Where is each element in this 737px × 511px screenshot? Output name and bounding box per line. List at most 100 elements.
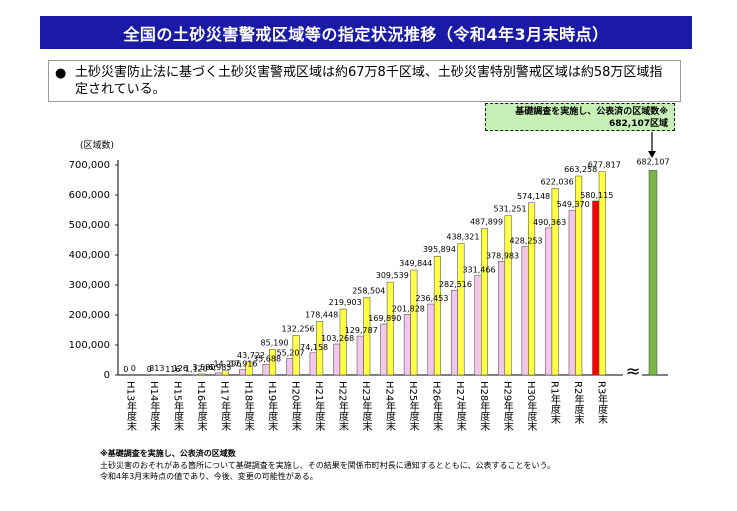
x-tick-label: R3年度末: [596, 381, 608, 425]
x-tick-label: H27年度末: [454, 381, 466, 432]
x-tick-label: R1年度末: [548, 381, 560, 425]
data-label-warning: 85,190: [261, 338, 289, 347]
data-label-warning: 531,251: [494, 205, 527, 214]
bar-warning-area: [598, 171, 606, 376]
data-label-special: 74,158: [300, 343, 328, 352]
data-label-warning: 438,321: [446, 233, 479, 242]
y-tick-label: 500,000: [69, 220, 110, 231]
data-label-special: 55,207: [277, 348, 305, 357]
data-label-special: 331,466: [462, 266, 495, 275]
x-tick-label: H25年度末: [407, 381, 419, 432]
x-tick-label: H29年度末: [501, 381, 513, 432]
bar-special-warning-area: [309, 352, 317, 376]
x-tick-label: H23年度末: [360, 381, 372, 432]
bar-special-warning-area: [545, 227, 553, 376]
bar-special-warning-area: [592, 200, 600, 376]
footnote-title: ※基礎調査を実施し、公表済の区域数: [100, 449, 236, 458]
data-label-special: 169,890: [368, 314, 401, 323]
summary-text: 土砂災害防止法に基づく土砂災害警戒区域は約67万8千区域、土砂災害特別警戒区域は…: [75, 65, 663, 97]
data-label-warning: 813: [149, 364, 164, 373]
data-label-warning: 622,036: [541, 177, 574, 186]
bar-warning-area: [269, 349, 277, 376]
data-label-special: 549,370: [557, 200, 590, 209]
bar-warning-area: [221, 370, 229, 376]
data-label-special: 35,688: [253, 354, 281, 363]
data-label-special: 236,453: [415, 294, 448, 303]
data-label-published-total: 682,107: [636, 157, 669, 166]
data-label-warning: 132,256: [282, 324, 315, 333]
data-label-warning: 126: [173, 364, 188, 373]
data-label-warning: 43,722: [237, 351, 265, 360]
footnotes: ※基礎調査を実施し、公表済の区域数 土砂災害のおそれがある箇所について基礎調査を…: [100, 448, 555, 483]
bar-warning-area: [410, 269, 418, 376]
bar-special-warning-area: [333, 343, 341, 376]
data-label-special: 378,983: [486, 251, 519, 260]
data-label-warning: 258,504: [352, 286, 385, 295]
bar-warning-area: [551, 188, 559, 376]
bar-special-warning-area: [450, 289, 458, 376]
bar-special-warning-area: [356, 335, 364, 376]
data-label-special: 6,983: [208, 363, 231, 372]
data-label-warning: 219,903: [329, 298, 362, 307]
x-tick-label: H24年度末: [384, 381, 396, 432]
data-label-warning: 395,894: [423, 245, 456, 254]
data-label-special: 116: [165, 365, 180, 374]
data-label-warning: 574,148: [517, 192, 550, 201]
x-tick-label: H14年度末: [148, 381, 160, 432]
bar-special-warning-area: [521, 246, 529, 376]
bar-special-warning-area: [215, 372, 223, 376]
bar-special-warning-area: [568, 209, 576, 376]
axis-break-icon: ≈: [625, 361, 640, 382]
data-label-warning: 14,296: [213, 360, 241, 369]
y-tick-label: 100,000: [69, 340, 110, 351]
data-label-warning: 349,844: [399, 259, 432, 268]
callout-arrow-icon: [648, 151, 656, 158]
bar-warning-area: [575, 175, 583, 376]
bar-special-warning-area: [427, 303, 435, 376]
footnote-line1: 土砂災害のおそれがある箇所について基礎調査を実施し、その結果を関係市町村長に通知…: [100, 460, 556, 470]
x-tick-label: H30年度末: [525, 381, 537, 432]
x-tick-label: H18年度末: [242, 381, 254, 432]
data-label-warning: 487,899: [470, 218, 503, 227]
data-label-warning: 3,580: [192, 363, 215, 372]
data-label-special: 129,787: [345, 326, 378, 335]
bar-warning-area: [198, 373, 206, 376]
bar-warning-area: [433, 255, 441, 376]
data-label-special: 490,363: [533, 218, 566, 227]
y-tick-label: 300,000: [69, 280, 110, 291]
data-label-special: 103,268: [321, 334, 354, 343]
data-label-special: 282,516: [439, 280, 472, 289]
data-label-warning: 178,448: [305, 310, 338, 319]
bar-special-warning-area: [239, 369, 246, 376]
y-tick-label: 600,000: [69, 190, 110, 201]
data-label-warning: 663,258: [564, 165, 597, 174]
y-tick-label: 200,000: [69, 310, 110, 321]
bar-special-warning-area: [403, 314, 411, 376]
data-label-warning: 677,817: [588, 161, 621, 170]
bar-special-warning-area: [286, 358, 294, 376]
x-tick-label: H21年度末: [313, 381, 325, 432]
data-label-warning: 0: [131, 364, 136, 373]
bar-special-warning-area: [498, 261, 506, 376]
x-tick-label: R2年度末: [572, 381, 584, 425]
x-tick-label: H20年度末: [289, 381, 301, 432]
callout-box: 基礎調査を実施し、公表済の区域数※ 682,107区域: [485, 103, 675, 131]
bar-warning-area: [504, 215, 512, 376]
data-label-warning: 309,539: [376, 271, 409, 280]
data-label-special: 0: [147, 365, 152, 374]
y-tick-label: 400,000: [69, 250, 110, 261]
data-label-special: 580,115: [580, 191, 613, 200]
callout-line2: 682,107区域: [609, 119, 668, 129]
x-tick-label: H17年度末: [219, 381, 231, 432]
page-title: 全国の土砂災害警戒区域等の指定状況推移（令和4年3月末時点）: [40, 16, 692, 49]
footnote-line2: 令和4年3月末時点の値であり、今後、変更の可能性がある。: [100, 472, 318, 481]
summary-box: ● 土砂災害防止法に基づく土砂災害警戒区域は約67万8千区域、土砂災害特別警戒区…: [48, 60, 681, 102]
bar-warning-area: [339, 308, 347, 376]
bar-special-warning-area: [262, 364, 270, 376]
bar-special-warning-area: [380, 323, 388, 376]
x-tick-label: H13年度末: [125, 381, 137, 432]
y-axis-label: (区域数): [80, 139, 114, 151]
callout-line1: 基礎調査を実施し、公表済の区域数※: [515, 107, 668, 117]
bar-special-warning-area: [474, 275, 482, 376]
